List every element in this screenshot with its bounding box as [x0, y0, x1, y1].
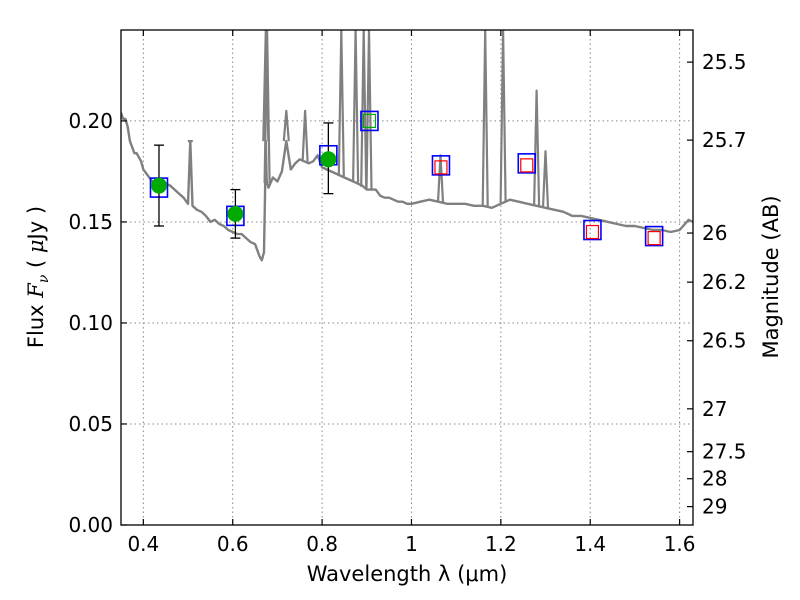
upper-limit-box	[520, 158, 534, 173]
x-tick-label: 0.4	[127, 532, 159, 556]
model-photometry-box	[644, 225, 664, 247]
emission-line-spike	[337, 30, 345, 177]
right-tick-label: 27.5	[702, 440, 747, 464]
model-photometry-box	[583, 219, 602, 241]
right-tick-label: 27	[702, 397, 727, 421]
plot-frame	[120, 29, 694, 526]
emission-line-spike	[360, 30, 368, 187]
x-tick-label: 1.4	[574, 532, 606, 556]
model-photometry-box	[517, 153, 537, 174]
x-tick-label: 0.8	[306, 532, 338, 556]
right-tick-label: 29	[702, 495, 727, 519]
plot-area	[121, 30, 693, 262]
right-tick-label: 26.2	[702, 270, 747, 294]
right-axis-label: Magnitude (AB)	[759, 195, 783, 358]
emission-line-spike	[263, 30, 271, 184]
y-tick-label: 0.20	[68, 109, 113, 133]
emission-line-spike	[301, 109, 309, 162]
axis-ticks: 0.4 0.6 0.8 1 1.2 1.4 1.6 0.00 0.05 0.10 0.15 0.20 2…	[68, 30, 747, 556]
x-tick-label: 1	[405, 532, 418, 556]
model-photometry-box	[360, 110, 379, 132]
upper-limit-box	[647, 231, 661, 246]
y-axis-label-flux: Flux	[24, 298, 48, 348]
emission-line-spike	[365, 30, 373, 190]
right-tick-label: 26	[702, 221, 727, 245]
observed-point	[227, 205, 244, 222]
y-axis-label: Flux Fν ( μJy )	[24, 206, 52, 348]
y-axis-label-unit: (	[24, 253, 48, 275]
y-tick-label: 0.15	[68, 210, 113, 234]
x-tick-label: 1.6	[664, 532, 696, 556]
right-tick-label: 26.5	[702, 329, 747, 353]
observed-point	[320, 151, 337, 168]
y-axis-label-jy: Jy )	[24, 206, 48, 242]
y-axis-label-nu: ν	[36, 274, 52, 283]
x-axis-label: Wavelength λ (μm)	[307, 562, 508, 586]
right-tick-label: 25.7	[702, 128, 747, 152]
y-tick-label: 0.05	[68, 412, 113, 436]
emission-line-spike	[352, 30, 360, 183]
upper-limit-box	[434, 160, 448, 175]
right-tick-label: 25.5	[702, 50, 747, 74]
model-photometry-box	[431, 155, 451, 176]
observed-point	[150, 177, 167, 194]
upper-limit-box	[362, 113, 377, 129]
y-tick-label: 0.10	[68, 311, 113, 335]
y-tick-label: 0.00	[68, 513, 113, 537]
emission-line-spike	[481, 30, 489, 207]
upper-limit-box	[585, 224, 600, 240]
model-sed-line	[121, 112, 693, 262]
y-axis-label-fnu: F	[24, 282, 48, 299]
x-tick-label: 0.6	[217, 532, 249, 556]
y-axis-label-mu: μ	[24, 239, 48, 253]
x-tick-label: 1.2	[485, 532, 517, 556]
emission-line-spike	[541, 150, 550, 208]
emission-line-spike	[499, 30, 507, 203]
emission-line-spike	[282, 109, 290, 142]
right-tick-label: 28	[702, 467, 727, 491]
